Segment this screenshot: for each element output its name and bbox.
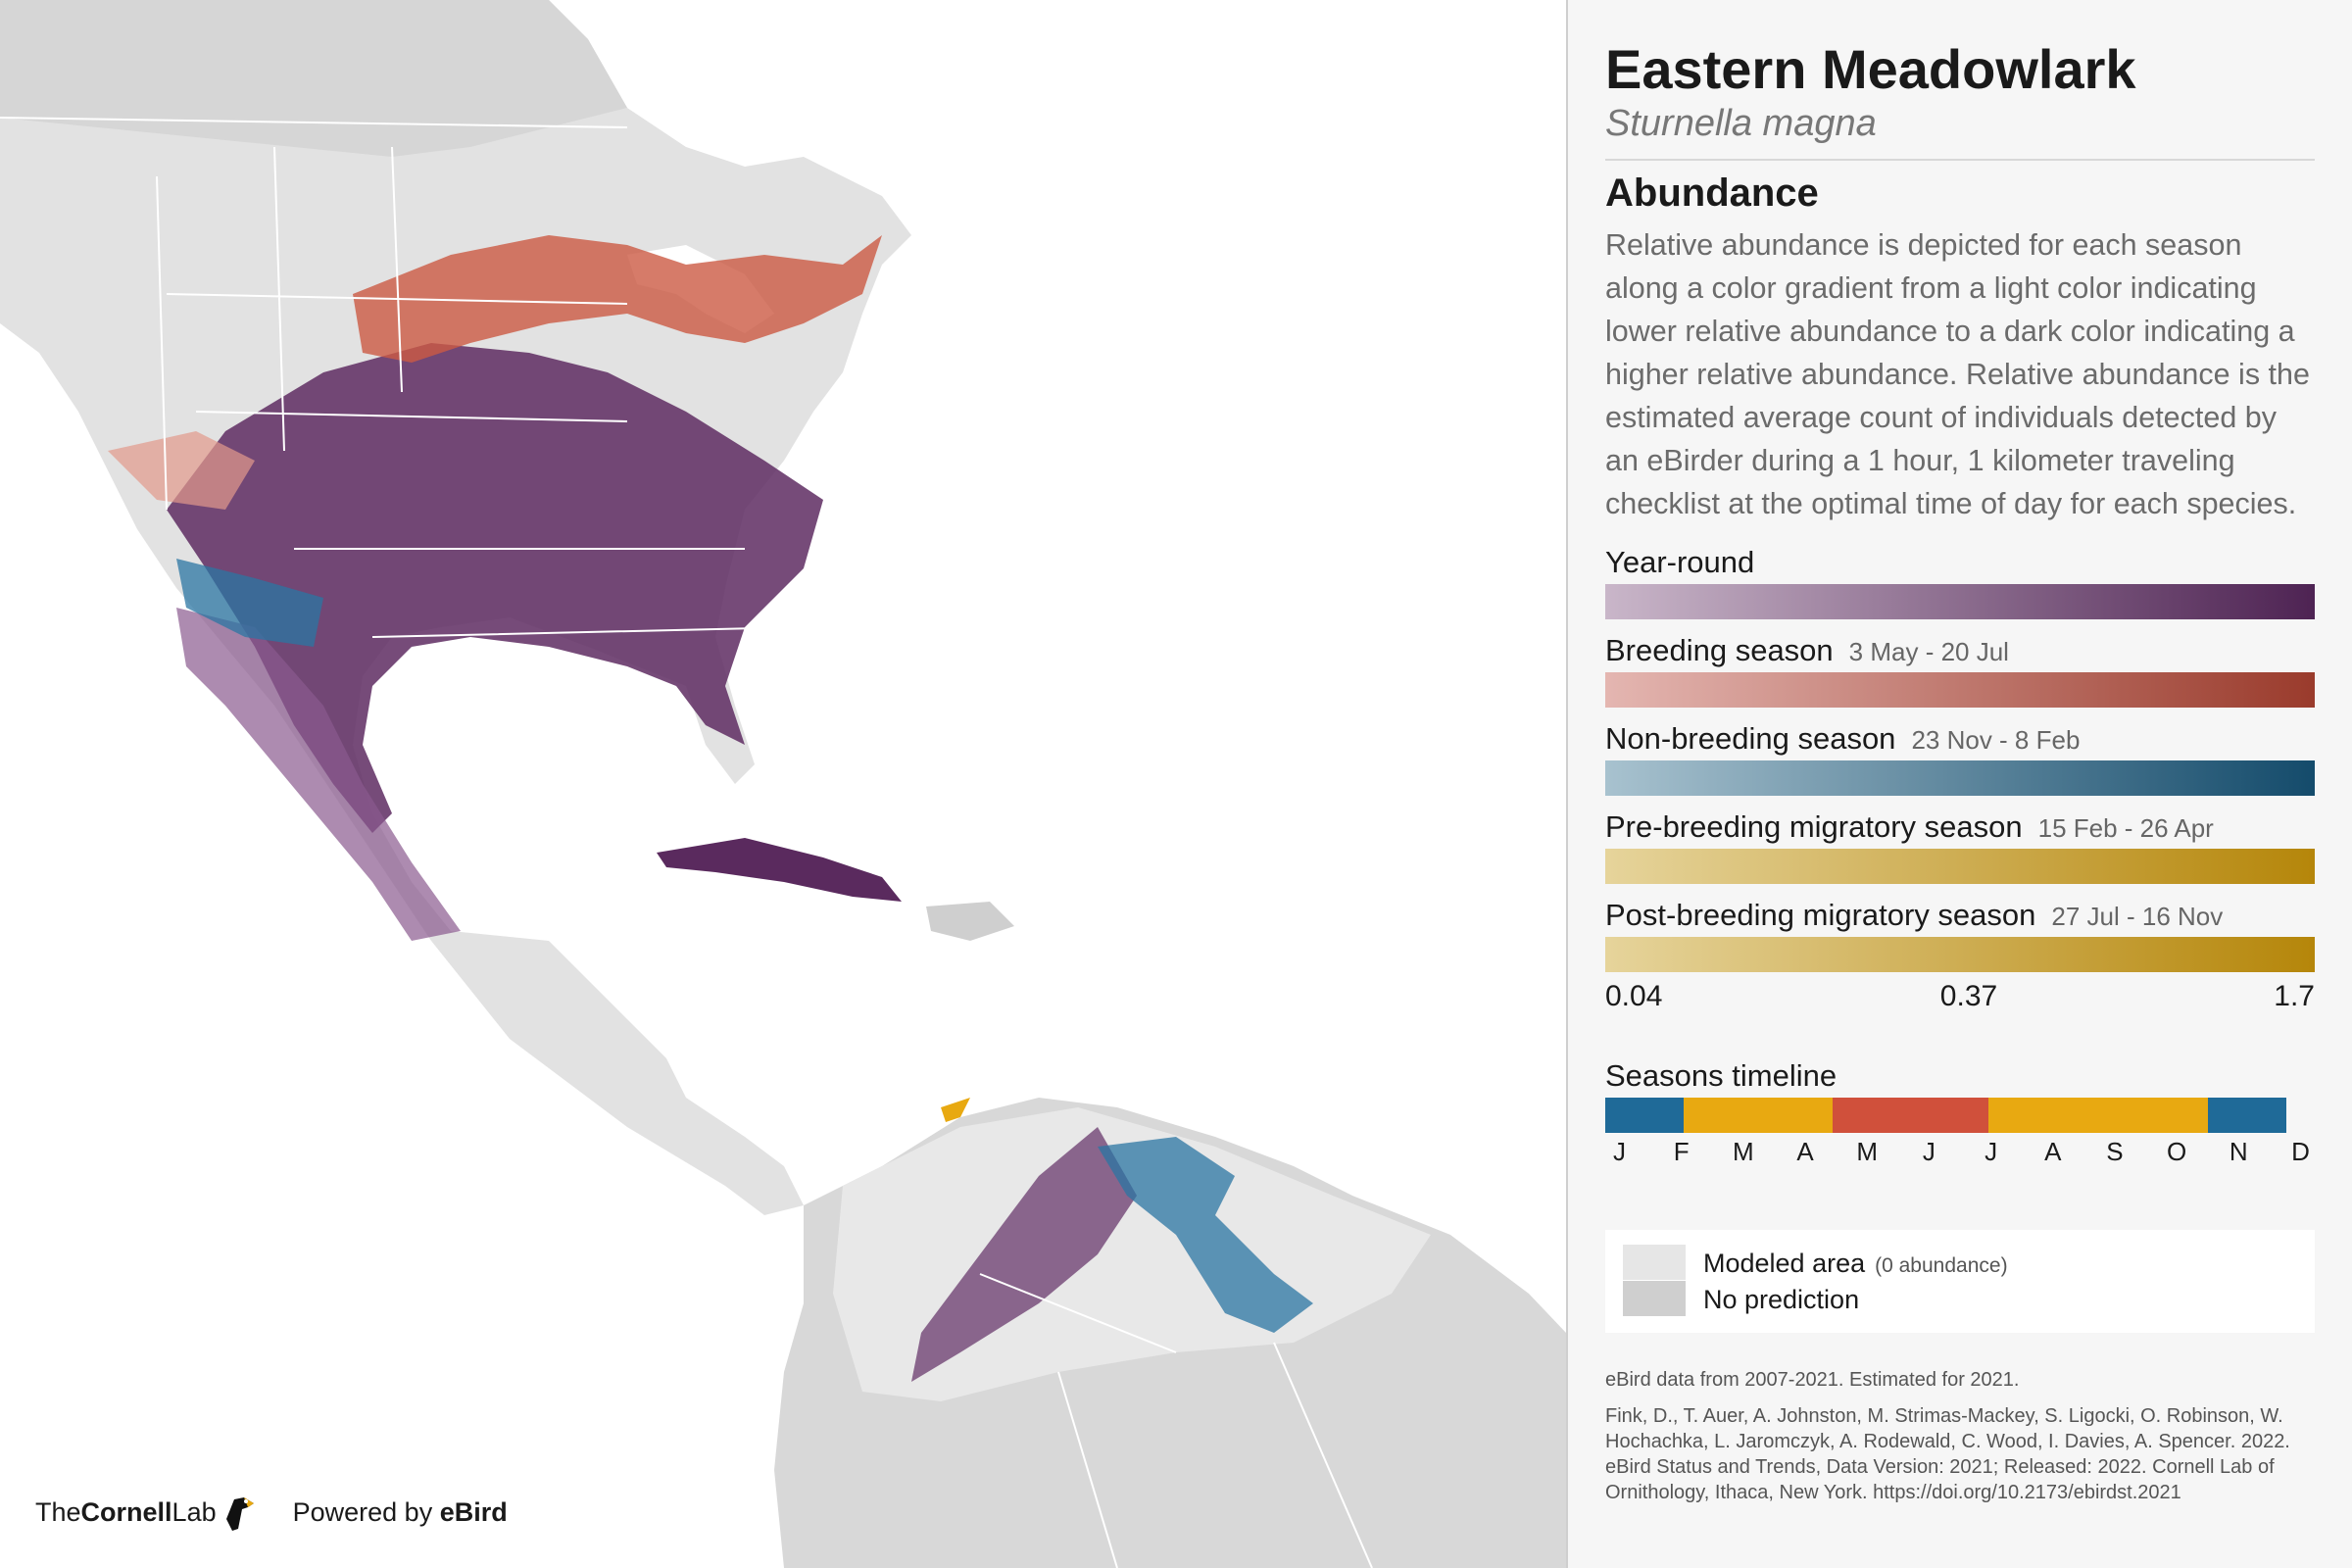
canada-region (0, 0, 627, 157)
month-label: J (1984, 1137, 1998, 1166)
no-prediction-swatch (1623, 1281, 1686, 1316)
species-common-name: Eastern Meadowlark (1605, 38, 2136, 100)
month-label: S (2106, 1137, 2124, 1166)
gradient-nonbreeding (1605, 760, 2315, 796)
breeding-range-west (108, 431, 255, 510)
year-round-south-america (911, 1127, 1137, 1382)
year-round-mexico (176, 608, 461, 941)
borders (0, 117, 1373, 1568)
modeled-area-label: Modeled area (0 abundance) (1703, 1249, 2008, 1279)
cornell-lab-logo[interactable]: The Cornell Lab (35, 1490, 260, 1535)
scale-mid: 0.37 (1939, 980, 1998, 1012)
season-name: Pre-breeding migratory season (1605, 809, 2023, 844)
season-name: Year-round (1605, 545, 1755, 579)
breeding-range (353, 235, 882, 363)
season-dates: 3 May - 20 Jul (1848, 637, 2009, 666)
gradient-prebreeding (1605, 849, 2315, 884)
logo-bar: The Cornell Lab Powered by eBird (35, 1488, 508, 1537)
citation[interactable]: Fink, D., T. Auer, A. Johnston, M. Strim… (1605, 1405, 2290, 1503)
timeline-segment-non-breeding (2208, 1098, 2287, 1133)
post-breeding-spot (941, 1098, 970, 1122)
modeled-sub: (0 abundance) (1875, 1254, 2008, 1277)
cornell-suffix: Lab (172, 1496, 217, 1527)
month-label: A (1796, 1137, 1814, 1166)
hispaniola (926, 902, 1014, 941)
gradient-postbreeding (1605, 937, 2315, 972)
scale-min: 0.04 (1605, 980, 1663, 1012)
cornell-bold: Cornell (80, 1496, 172, 1527)
map-legend: Modeled area (0 abundance) No prediction (1605, 1230, 2315, 1333)
season-dates: 23 Nov - 8 Feb (1911, 725, 2081, 755)
year-round-range (167, 343, 823, 833)
season-label-postbreeding: Post-breeding migratory season 27 Jul - 1… (1605, 898, 2315, 933)
ebird-label: eBird (439, 1496, 508, 1527)
info-panel: Eastern Meadowlark Sturnella magna Abund… (1566, 0, 2352, 1568)
month-label: A (2044, 1137, 2062, 1166)
bird-icon (225, 1497, 254, 1531)
abundance-description: Relative abundance is depicted for each … (1605, 228, 2310, 520)
gulf-of-mexico (372, 657, 686, 843)
month-label: J (1922, 1137, 1936, 1166)
month-label: M (1856, 1137, 1879, 1166)
timeline-segment-breeding (1832, 1098, 1988, 1133)
month-label: O (2167, 1137, 2187, 1166)
no-prediction-label: No prediction (1703, 1285, 1860, 1314)
abundance-heading: Abundance (1605, 172, 1819, 215)
month-label: D (2291, 1137, 2310, 1166)
season-name: Breeding season (1605, 633, 1834, 667)
nonbreeding-south-america (1098, 1137, 1313, 1333)
month-label: J (1612, 1137, 1626, 1166)
timeline-segment-non-breeding (1605, 1098, 1684, 1133)
nonbreeding-range (176, 559, 323, 647)
timeline-segment-pre-breeding (1683, 1098, 1833, 1133)
seasons-timeline-heading: Seasons timeline (1605, 1058, 1838, 1093)
month-label: F (1673, 1137, 1690, 1166)
range-map[interactable] (0, 0, 1566, 1568)
season-label-prebreeding: Pre-breeding migratory season 15 Feb - 26… (1605, 809, 2315, 845)
scale-max: 1.7 (2274, 980, 2315, 1012)
powered-label: Powered by (292, 1496, 440, 1527)
season-name: Non-breeding season (1605, 721, 1896, 756)
timeline-segment-post-breeding (1987, 1098, 2209, 1133)
season-label-breeding: Breeding season 3 May - 20 Jul (1605, 633, 2315, 668)
season-dates: 15 Feb - 26 Apr (2037, 813, 2214, 843)
month-label: M (1732, 1137, 1754, 1166)
modeled-label: Modeled area (1703, 1249, 1866, 1278)
month-label: N (2229, 1137, 2248, 1166)
cornell-prefix: The (35, 1496, 81, 1527)
modeled-area-swatch (1623, 1245, 1686, 1280)
gradient-year-round (1605, 584, 2315, 619)
data-note: eBird data from 2007-2021. Estimated for… (1605, 1369, 2020, 1391)
seasons-timeline-bar (1605, 1098, 2315, 1133)
divider (1605, 159, 2315, 161)
species-scientific-name: Sturnella magna (1605, 103, 1877, 144)
season-label-nonbreeding: Non-breeding season 23 Nov - 8 Feb (1605, 721, 2315, 757)
season-label-year-round: Year-round (1605, 545, 2315, 580)
powered-by-ebird[interactable]: Powered by eBird (293, 1497, 508, 1528)
gradient-breeding (1605, 672, 2315, 708)
season-name: Post-breeding migratory season (1605, 898, 2036, 932)
season-dates: 27 Jul - 16 Nov (2051, 902, 2224, 931)
cuba (657, 838, 902, 902)
